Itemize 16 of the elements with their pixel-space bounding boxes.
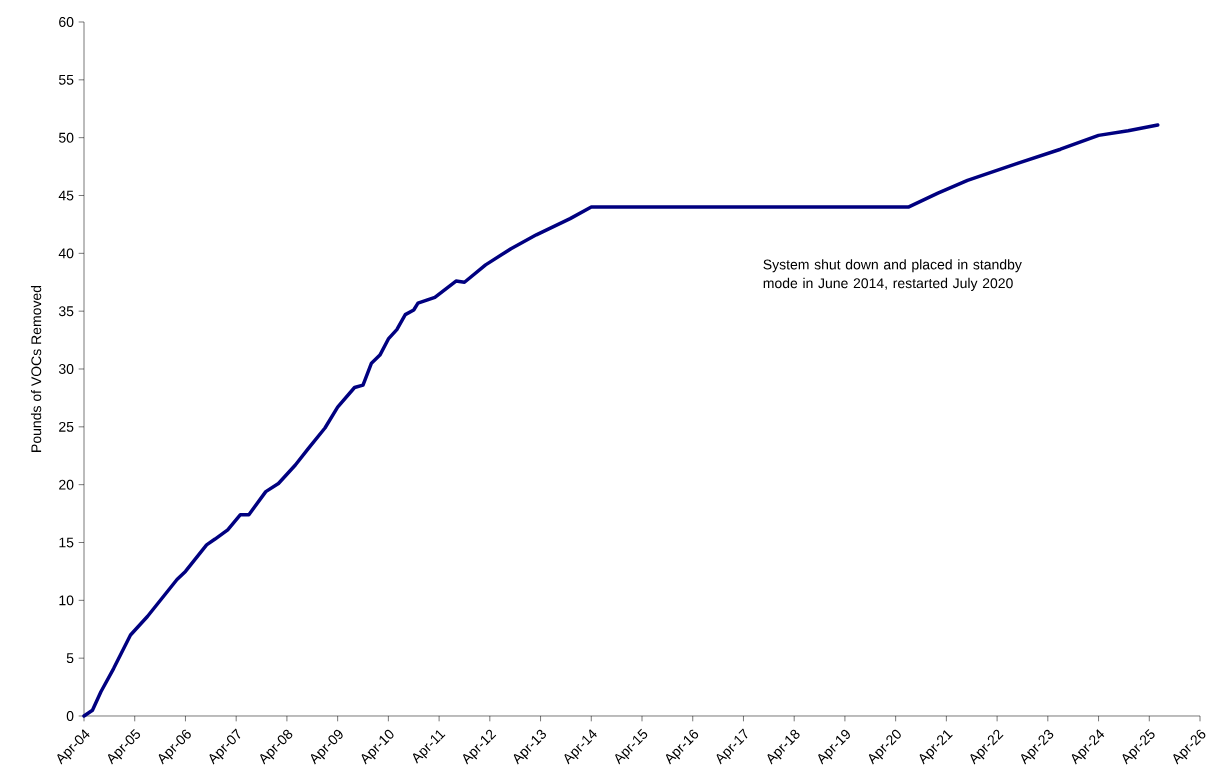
y-tick-label: 40	[58, 248, 74, 259]
y-tick-label: 15	[59, 537, 74, 548]
y-tick-label: 45	[58, 190, 74, 201]
y-tick-label: 55	[58, 74, 74, 85]
y-tick-label: 30	[58, 364, 74, 374]
y-tick-label: 5	[66, 653, 74, 664]
y-tick-label: 20	[59, 479, 74, 490]
line-series	[82, 123, 1160, 718]
annotation: System shut down and placed in standby mode in June 2014, restarted July 2020	[763, 259, 1022, 291]
y-axis-title: Pounds of VOCs Removed	[30, 285, 42, 452]
y-tick-label: 25	[59, 421, 74, 432]
y-tick-label: 60	[59, 17, 74, 27]
y-tick-label: 35	[58, 306, 74, 317]
y-tick-label: 0	[66, 711, 74, 721]
y-tick-label: 50	[58, 132, 74, 143]
y-tick-label: 10	[59, 595, 74, 606]
